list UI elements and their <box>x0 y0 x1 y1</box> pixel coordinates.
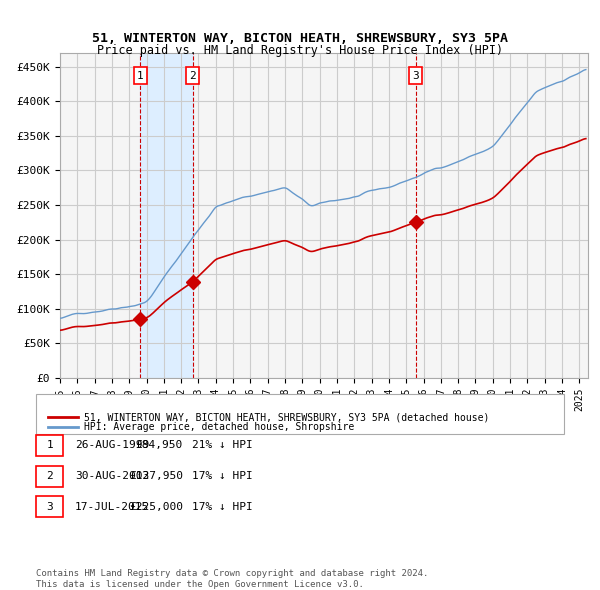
Text: HPI: Average price, detached house, Shropshire: HPI: Average price, detached house, Shro… <box>84 422 354 431</box>
Text: Price paid vs. HM Land Registry's House Price Index (HPI): Price paid vs. HM Land Registry's House … <box>97 44 503 57</box>
Text: 3: 3 <box>46 502 53 512</box>
Text: £225,000: £225,000 <box>129 502 183 512</box>
Text: 3: 3 <box>412 71 419 81</box>
Text: £137,950: £137,950 <box>129 471 183 481</box>
Text: 2: 2 <box>189 71 196 81</box>
Text: £84,950: £84,950 <box>136 441 183 450</box>
Text: 51, WINTERTON WAY, BICTON HEATH, SHREWSBURY, SY3 5PA: 51, WINTERTON WAY, BICTON HEATH, SHREWSB… <box>92 32 508 45</box>
Bar <box>140 53 193 378</box>
Text: 17% ↓ HPI: 17% ↓ HPI <box>192 471 253 481</box>
Text: 30-AUG-2002: 30-AUG-2002 <box>75 471 149 481</box>
Text: 1: 1 <box>46 441 53 450</box>
Text: Contains HM Land Registry data © Crown copyright and database right 2024.
This d: Contains HM Land Registry data © Crown c… <box>36 569 428 589</box>
Text: 1: 1 <box>137 71 144 81</box>
Text: 51, WINTERTON WAY, BICTON HEATH, SHREWSBURY, SY3 5PA (detached house): 51, WINTERTON WAY, BICTON HEATH, SHREWSB… <box>84 412 490 422</box>
Text: 2: 2 <box>46 471 53 481</box>
Text: 26-AUG-1999: 26-AUG-1999 <box>75 441 149 450</box>
Text: 21% ↓ HPI: 21% ↓ HPI <box>192 441 253 450</box>
Text: 17% ↓ HPI: 17% ↓ HPI <box>192 502 253 512</box>
Text: 17-JUL-2015: 17-JUL-2015 <box>75 502 149 512</box>
